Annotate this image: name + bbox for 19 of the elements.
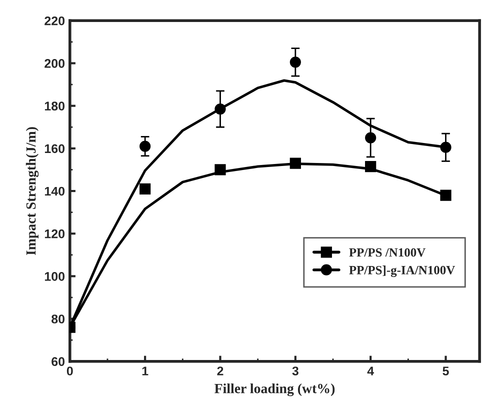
legend-label: PP/PS]-g-IA/N100V xyxy=(349,266,456,277)
y-tick-label: 220 xyxy=(44,16,65,26)
y-tick-label: 200 xyxy=(44,59,65,68)
x-tick-label: 1 xyxy=(142,366,148,376)
legend-label: PP/PS /N100V xyxy=(349,248,426,257)
y-tick-label: 100 xyxy=(44,272,65,281)
y-tick-label: 60 xyxy=(52,357,65,366)
x-tick-label: 2 xyxy=(217,366,224,376)
x-tick-label: 0 xyxy=(66,366,73,376)
x-tick-label: 3 xyxy=(292,366,298,376)
y-tick-label: 160 xyxy=(44,144,65,154)
x-axis-title: Filler loading (wt%) xyxy=(214,383,335,396)
y-tick-label: 140 xyxy=(44,186,65,196)
y-tick-label: 80 xyxy=(52,314,65,324)
y-axis-title: Impact Strength(J/m) xyxy=(26,127,39,256)
y-tick-label: 120 xyxy=(44,229,65,238)
x-tick-label: 5 xyxy=(442,366,449,376)
x-tick-label: 4 xyxy=(367,366,374,376)
y-tick-label: 180 xyxy=(44,102,65,110)
